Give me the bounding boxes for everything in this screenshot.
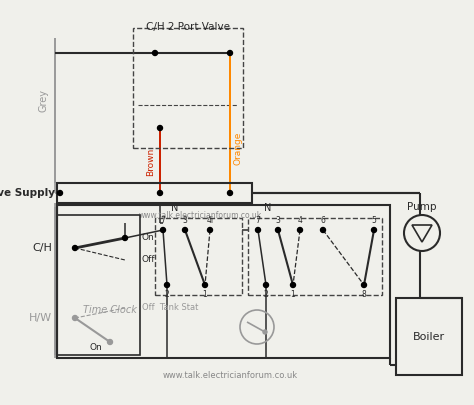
- Circle shape: [157, 190, 163, 196]
- Text: H/W: H/W: [29, 313, 52, 323]
- Bar: [57, 215, 140, 355]
- Circle shape: [161, 228, 165, 232]
- Text: 7: 7: [255, 216, 260, 225]
- Text: Boiler: Boiler: [413, 332, 445, 341]
- Circle shape: [228, 190, 233, 196]
- Circle shape: [263, 330, 267, 334]
- Circle shape: [57, 190, 63, 196]
- Circle shape: [208, 228, 212, 232]
- Bar: [133, 28, 243, 148]
- Bar: [57, 183, 252, 203]
- Text: N: N: [264, 203, 272, 213]
- Text: Time Clock: Time Clock: [83, 305, 137, 315]
- Text: 1: 1: [291, 290, 295, 299]
- Text: Off  Tank Stat: Off Tank Stat: [142, 303, 199, 313]
- Text: Live Supply: Live Supply: [0, 188, 55, 198]
- Circle shape: [320, 228, 326, 232]
- Bar: [155, 218, 242, 295]
- Text: 1: 1: [202, 290, 207, 299]
- Text: 5: 5: [372, 216, 376, 225]
- Text: On: On: [90, 343, 103, 352]
- Circle shape: [157, 126, 163, 130]
- Text: 2: 2: [164, 290, 169, 299]
- Text: www.talk.electricianforum.co.uk: www.talk.electricianforum.co.uk: [163, 371, 298, 379]
- Text: Pump: Pump: [407, 202, 437, 212]
- Text: N: N: [171, 203, 179, 213]
- Circle shape: [73, 245, 78, 251]
- Text: 2: 2: [264, 290, 268, 299]
- Text: Orange: Orange: [234, 131, 243, 165]
- Circle shape: [298, 228, 302, 232]
- Text: 6: 6: [320, 216, 326, 225]
- Text: Brown: Brown: [146, 148, 155, 176]
- Text: 4: 4: [298, 216, 302, 225]
- Circle shape: [122, 235, 128, 241]
- Bar: [57, 205, 390, 358]
- Circle shape: [153, 51, 157, 55]
- Circle shape: [228, 51, 233, 55]
- Text: www.talk.electricianforum.co.uk: www.talk.electricianforum.co.uk: [138, 211, 262, 220]
- Text: 7: 7: [161, 216, 165, 225]
- Circle shape: [372, 228, 376, 232]
- Bar: [248, 218, 382, 295]
- Bar: [396, 298, 462, 375]
- Circle shape: [275, 228, 281, 232]
- Circle shape: [182, 228, 188, 232]
- Circle shape: [255, 228, 261, 232]
- Circle shape: [202, 283, 208, 288]
- Text: 3: 3: [182, 216, 187, 225]
- Circle shape: [164, 283, 170, 288]
- Circle shape: [362, 283, 366, 288]
- Text: Off: Off: [142, 256, 155, 264]
- Text: C/H 2 Port Valve: C/H 2 Port Valve: [146, 22, 230, 32]
- Text: 3: 3: [275, 216, 281, 225]
- Text: C/H: C/H: [32, 243, 52, 253]
- Circle shape: [264, 283, 268, 288]
- Circle shape: [73, 315, 78, 320]
- Text: 4i: 4i: [207, 216, 214, 225]
- Text: Grey: Grey: [39, 89, 49, 111]
- Circle shape: [108, 339, 112, 345]
- Text: On: On: [142, 234, 155, 243]
- Circle shape: [291, 283, 295, 288]
- Text: 8: 8: [362, 290, 366, 299]
